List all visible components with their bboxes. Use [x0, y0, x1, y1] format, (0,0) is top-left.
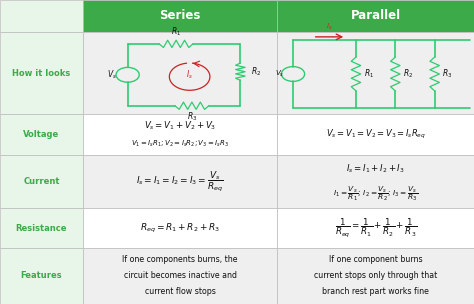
Text: $V_s = V_1 + V_2 + V_3$: $V_s = V_1 + V_2 + V_3$: [144, 119, 216, 132]
Bar: [83, 114, 277, 155]
Bar: [277, 32, 474, 114]
Bar: [83, 0, 277, 32]
Text: $R_{eq} = R_1 + R_2 + R_3$: $R_{eq} = R_1 + R_2 + R_3$: [140, 222, 220, 235]
Bar: [277, 155, 474, 209]
Text: current stops only through that: current stops only through that: [314, 271, 438, 280]
Bar: [277, 247, 474, 304]
Text: branch rest part works fine: branch rest part works fine: [322, 287, 429, 296]
Bar: [0, 209, 83, 247]
Text: $I_s = I_1 + I_2 + I_3$: $I_s = I_1 + I_2 + I_3$: [346, 162, 405, 174]
Text: $R_1$: $R_1$: [171, 26, 181, 38]
Text: Voltage: Voltage: [23, 130, 60, 139]
Bar: [83, 209, 277, 247]
Text: $\dfrac{1}{R_{eq}} = \dfrac{1}{R_1} + \dfrac{1}{R_2} + \dfrac{1}{R_3}$: $\dfrac{1}{R_{eq}} = \dfrac{1}{R_1} + \d…: [335, 217, 417, 240]
Bar: [0, 32, 83, 114]
Text: Current: Current: [23, 177, 60, 186]
Text: $R_3$: $R_3$: [442, 68, 453, 80]
Text: Features: Features: [21, 271, 62, 280]
Bar: [277, 209, 474, 247]
Text: $I_1 = \dfrac{V_s}{R_1};\, I_2 = \dfrac{V_s}{R_2};\, I_3 = \dfrac{V_s}{R_3}$: $I_1 = \dfrac{V_s}{R_1};\, I_2 = \dfrac{…: [333, 184, 419, 203]
Text: Parallel: Parallel: [351, 9, 401, 22]
Text: $I_s = I_1 = I_2 = I_3 = \dfrac{V_s}{R_{eq}}$: $I_s = I_1 = I_2 = I_3 = \dfrac{V_s}{R_{…: [137, 170, 224, 194]
Text: $R_3$: $R_3$: [187, 111, 197, 123]
Text: If one components burns, the: If one components burns, the: [122, 255, 238, 264]
Text: circuit becomes inactive and: circuit becomes inactive and: [124, 271, 237, 280]
Bar: [277, 0, 474, 32]
Text: Resistance: Resistance: [16, 223, 67, 233]
Bar: [277, 114, 474, 155]
Bar: [0, 247, 83, 304]
Text: $V_s$: $V_s$: [275, 69, 284, 79]
Bar: [0, 0, 83, 32]
Bar: [83, 247, 277, 304]
Text: $I_s$: $I_s$: [326, 22, 333, 32]
Text: How it looks: How it looks: [12, 69, 71, 78]
Text: $R_2$: $R_2$: [403, 68, 413, 80]
Text: $I_s$: $I_s$: [186, 68, 193, 81]
Text: current flow stops: current flow stops: [145, 287, 216, 296]
Text: $R_2$: $R_2$: [251, 65, 261, 78]
Bar: [0, 155, 83, 209]
Bar: [0, 114, 83, 155]
Bar: [83, 155, 277, 209]
Text: Series: Series: [159, 9, 201, 22]
Text: $V_1 = I_sR_1; V_2 = I_sR_2; V_3 = I_sR_3$: $V_1 = I_sR_1; V_2 = I_sR_2; V_3 = I_sR_…: [131, 139, 229, 149]
Text: $R_1$: $R_1$: [364, 68, 374, 80]
Text: $V_s = V_1 = V_2 = V_3 = I_sR_{eq}$: $V_s = V_1 = V_2 = V_3 = I_sR_{eq}$: [326, 128, 426, 141]
Text: $V_s$: $V_s$: [107, 69, 117, 81]
Text: If one component burns: If one component burns: [329, 255, 422, 264]
Bar: [83, 32, 277, 114]
